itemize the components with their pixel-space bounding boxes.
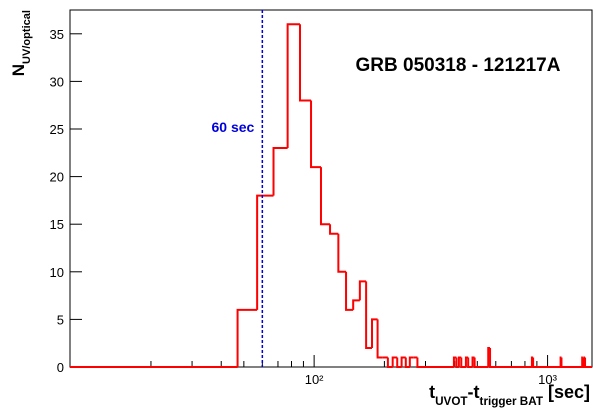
histogram-bin: [329, 224, 339, 235]
histogram-bin: [236, 308, 258, 367]
y-tick-label: 0: [57, 360, 64, 375]
histogram-bin: [376, 319, 383, 359]
histogram-bin: [272, 147, 288, 196]
histogram-bin: [416, 357, 454, 368]
y-tick-label: 30: [50, 74, 64, 89]
histogram-bin: [319, 167, 331, 226]
histogram-bin: [386, 357, 393, 368]
x-axis-label-part: UVOT: [435, 395, 468, 408]
histogram-bin: [560, 357, 583, 368]
histogram-bin: [400, 356, 406, 367]
histogram-bin: [337, 233, 347, 273]
y-tick-label: 15: [50, 217, 64, 232]
y-tick-label: 25: [50, 122, 64, 137]
y-tick-label: 10: [50, 265, 64, 280]
histogram-bin: [365, 281, 373, 349]
histogram-bin: [371, 318, 378, 348]
y-tick-label: 35: [50, 27, 64, 42]
histogram-bin: [396, 357, 402, 368]
x-axis-label-part: t: [429, 382, 435, 402]
histogram-bin: [408, 356, 414, 367]
y-tick-label: 20: [50, 170, 64, 185]
histogram-bin: [584, 357, 592, 368]
x-axis-label-part: [sec]: [543, 382, 590, 402]
plot-frame: [69, 9, 593, 368]
x-axis-label-part: trigger BAT: [480, 395, 544, 408]
x-tick-label: 10³: [538, 372, 557, 387]
histogram-bin: [358, 280, 367, 301]
y-tick-label: 5: [57, 312, 64, 327]
histogram-bin: [489, 347, 532, 368]
annotation-label: 60 sec: [212, 119, 255, 135]
y-axis-label-part: N: [9, 64, 28, 76]
histogram-bin: [467, 357, 473, 368]
chart-title: GRB 050318 - 121217A: [356, 55, 561, 76]
histogram-bin: [310, 100, 321, 169]
histogram-bin: [352, 299, 360, 310]
x-axis-label: tUVOT-ttrigger BAT [sec]: [429, 382, 590, 408]
x-axis-label-part: -t: [468, 382, 480, 402]
histogram-bin: [391, 356, 398, 367]
histogram-bin: [404, 357, 410, 368]
histogram-bin: [345, 271, 354, 311]
histogram-bin: [532, 357, 561, 368]
histogram-bin: [299, 24, 312, 102]
histogram-bin: [473, 357, 489, 368]
histogram-bin: [460, 357, 466, 368]
x-tick-label: 10²: [305, 372, 324, 387]
histogram-bin: [256, 194, 274, 310]
histogram-bin: [286, 23, 301, 149]
y-axis-label: NUV/optical: [9, 10, 33, 76]
y-axis-label-part: UV/optical: [21, 10, 33, 64]
